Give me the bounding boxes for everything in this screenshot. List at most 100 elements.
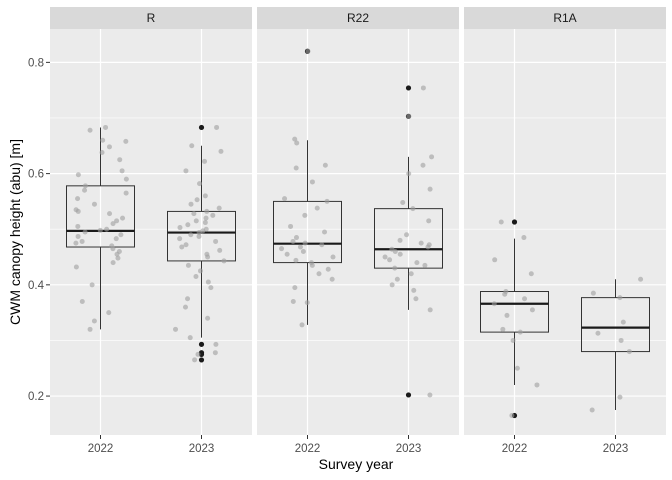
- data-point: [282, 196, 288, 202]
- data-point: [114, 251, 120, 257]
- x-tick-label: 2022: [502, 443, 528, 455]
- data-point: [82, 229, 88, 235]
- x-tick-label: 2023: [189, 443, 215, 455]
- data-point: [202, 158, 208, 164]
- y-tick-label: 0.4: [28, 280, 45, 292]
- data-point: [514, 365, 520, 371]
- data-point: [196, 233, 202, 239]
- data-point: [429, 154, 435, 160]
- panel-background: [257, 29, 459, 435]
- data-point: [626, 349, 632, 355]
- outlier-point: [198, 341, 205, 347]
- data-point: [185, 262, 191, 268]
- data-point: [414, 260, 420, 266]
- data-point: [197, 268, 203, 274]
- data-point: [193, 218, 199, 224]
- data-point: [182, 304, 188, 310]
- facet-strip: [464, 7, 666, 29]
- data-point: [305, 48, 311, 54]
- data-point: [330, 254, 336, 260]
- data-point: [290, 299, 296, 305]
- data-point: [75, 208, 81, 214]
- data-point: [394, 276, 400, 282]
- data-point: [329, 276, 335, 282]
- data-point: [322, 229, 328, 235]
- data-point: [107, 211, 113, 217]
- x-tick-label: 2023: [396, 443, 422, 455]
- data-point: [426, 218, 432, 224]
- data-point: [210, 212, 216, 218]
- data-point: [185, 296, 191, 302]
- data-point: [208, 285, 214, 291]
- data-point: [302, 240, 308, 246]
- data-point: [406, 113, 412, 119]
- data-point: [294, 140, 300, 146]
- data-point: [188, 232, 194, 238]
- y-tick-label: 0.2: [28, 391, 44, 403]
- data-point: [87, 127, 93, 133]
- data-point: [411, 287, 417, 293]
- data-point: [104, 226, 110, 232]
- data-point: [413, 296, 419, 302]
- data-point: [202, 193, 208, 199]
- y-tick-label: 0.6: [28, 169, 44, 181]
- data-point: [197, 181, 203, 187]
- x-tick-label: 2022: [295, 443, 321, 455]
- data-point: [620, 319, 626, 325]
- data-point: [292, 136, 298, 142]
- data-point: [617, 295, 623, 301]
- data-point: [517, 329, 523, 335]
- data-point: [382, 254, 388, 260]
- data-point: [123, 138, 129, 144]
- data-point: [521, 235, 527, 241]
- data-point: [322, 162, 328, 168]
- data-point: [113, 236, 119, 242]
- data-point: [284, 251, 290, 257]
- data-point: [120, 215, 126, 221]
- data-point: [204, 208, 210, 214]
- data-point: [91, 201, 97, 207]
- data-point: [196, 230, 202, 236]
- data-point: [187, 335, 193, 341]
- data-point: [100, 137, 106, 143]
- data-point: [75, 172, 81, 178]
- data-point: [300, 248, 306, 254]
- box-iqr: [167, 210, 236, 262]
- data-point: [404, 232, 410, 238]
- data-point: [110, 260, 116, 266]
- data-point: [425, 244, 431, 250]
- data-point: [316, 271, 322, 277]
- data-point: [192, 357, 198, 363]
- data-point: [498, 219, 504, 225]
- data-point: [309, 179, 315, 185]
- data-point: [492, 257, 498, 263]
- data-point: [110, 246, 116, 252]
- data-point: [418, 240, 424, 246]
- data-point: [529, 307, 535, 313]
- outlier-point: [405, 392, 412, 398]
- data-point: [638, 276, 644, 282]
- data-point: [123, 176, 129, 182]
- data-point: [173, 326, 179, 332]
- data-point: [510, 337, 516, 343]
- data-point: [205, 254, 211, 260]
- data-point: [177, 225, 183, 231]
- data-point: [389, 282, 395, 288]
- data-point: [79, 238, 85, 244]
- data-point: [118, 232, 124, 238]
- data-point: [302, 212, 308, 218]
- data-point: [491, 301, 497, 307]
- data-point: [123, 190, 129, 196]
- data-point: [279, 246, 285, 252]
- data-point: [500, 326, 506, 332]
- data-point: [319, 242, 325, 248]
- data-point: [528, 271, 534, 277]
- data-point: [119, 168, 125, 174]
- facet-panel-r: R 2022 2023: [50, 7, 252, 455]
- data-point: [114, 218, 120, 224]
- data-point: [205, 279, 211, 285]
- data-point: [397, 237, 403, 243]
- data-point: [177, 236, 183, 242]
- facet-panel-r1a: R1A 2022 2023: [464, 7, 666, 455]
- data-point: [106, 310, 112, 316]
